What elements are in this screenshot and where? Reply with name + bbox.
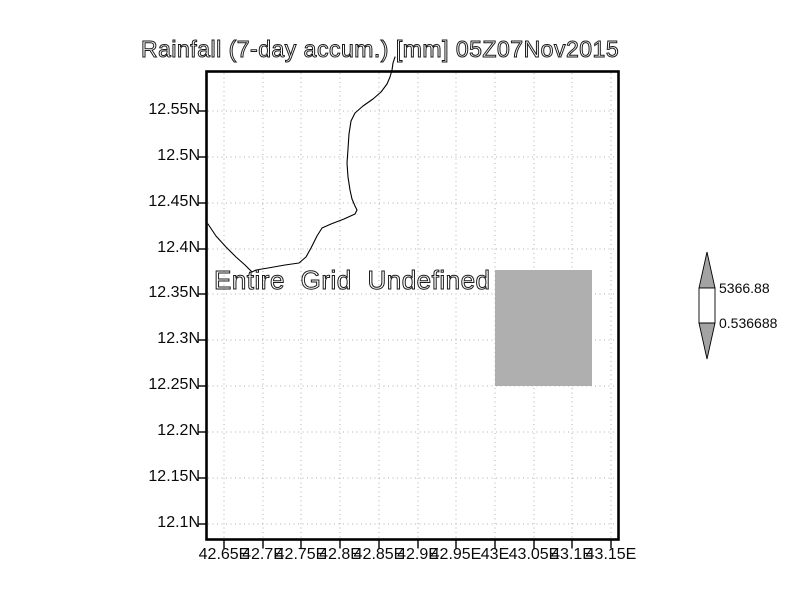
y-axis-label: 12.1N (157, 514, 200, 531)
y-axis-label: 12.4N (157, 239, 200, 256)
y-axis-label: 12.3N (157, 330, 200, 347)
colorbar-mid-band (698, 287, 716, 324)
x-axis-label: 43E (480, 546, 510, 563)
y-axis-ticks (197, 110, 206, 525)
colorbar-bottom-arrow (698, 322, 716, 360)
y-axis-label: 12.35N (148, 284, 200, 301)
y-axis-label: 12.55N (148, 101, 200, 118)
plot-border (205, 70, 620, 541)
undefined-message: Entire Grid Undefined (214, 265, 491, 296)
colorbar-top-arrow (698, 251, 716, 289)
y-axis-label: 12.5N (157, 147, 200, 164)
colorbar-max-label: 5366.88 (719, 280, 770, 296)
x-axis-label: 42.95E (430, 546, 482, 563)
x-axis-label: 43.05E (508, 546, 560, 563)
y-axis-label: 12.45N (148, 193, 200, 210)
colorbar-min-label: 0.536688 (719, 315, 778, 331)
x-axis-label: 42.65E (198, 546, 250, 563)
y-axis-label: 12.2N (157, 422, 200, 439)
plot-title: Rainfall (7-day accum.) [mm] 05Z07Nov201… (140, 36, 620, 63)
x-axis-label: 42.85E (353, 546, 405, 563)
y-axis-label: 12.25N (148, 376, 200, 393)
undefined-region-rect (495, 270, 592, 386)
colorbar (698, 251, 716, 360)
y-axis-label: 12.15N (148, 468, 200, 485)
vertical-gridlines (223, 73, 612, 538)
x-axis-label: 43.1E (551, 546, 593, 563)
x-axis-label: 42.7E (242, 546, 284, 563)
x-axis-label: 43.15E (585, 546, 637, 563)
x-axis-label: 42.9E (397, 546, 439, 563)
x-axis-label: 42.8E (319, 546, 361, 563)
horizontal-gridlines (208, 110, 617, 525)
x-axis-ticks (223, 540, 612, 549)
x-axis-label: 42.75E (275, 546, 327, 563)
coastline (207, 56, 396, 273)
